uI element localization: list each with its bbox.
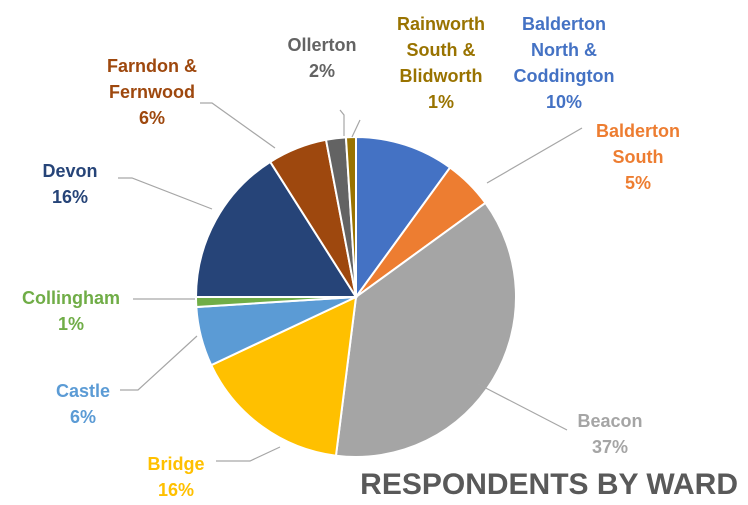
data-label-category: Balderton	[522, 14, 606, 34]
data-label-percent: 1%	[58, 314, 84, 334]
leader-line	[216, 446, 281, 462]
leader-lines	[118, 102, 583, 462]
data-label-category: Coddington	[514, 66, 615, 86]
leader-line	[339, 109, 345, 136]
data-label-category: Farndon &	[107, 56, 197, 76]
data-label-category: Ollerton	[287, 35, 356, 55]
pie-slices	[194, 135, 517, 459]
leader-line	[486, 127, 583, 184]
pie-slice	[194, 160, 358, 298]
pie-slice	[355, 135, 452, 301]
data-label-category: Balderton	[596, 121, 680, 141]
data-label-category: Bridge	[147, 454, 204, 474]
leader-line	[120, 335, 198, 391]
data-label-percent: 37%	[592, 437, 628, 457]
data-label-percent: 10%	[546, 92, 582, 112]
data-label-category: Blidworth	[400, 66, 483, 86]
data-label-category: Rainworth	[397, 14, 485, 34]
data-label-percent: 16%	[158, 480, 194, 500]
pie-slice	[209, 295, 358, 457]
data-label-percent: 16%	[52, 187, 88, 207]
data-label-category: Castle	[56, 381, 110, 401]
data-label-percent: 5%	[625, 173, 651, 193]
data-label-category: Beacon	[577, 411, 642, 431]
leader-line	[477, 383, 568, 431]
data-label-category: Devon	[42, 161, 97, 181]
data-label-category: South	[613, 147, 664, 167]
pie-slice	[334, 201, 517, 459]
pie-slice	[344, 135, 357, 298]
data-label-percent: 2%	[309, 61, 335, 81]
leader-line	[351, 119, 361, 138]
chart-title: RESPONDENTS BY WARD	[360, 468, 738, 501]
data-label-category: South &	[407, 40, 476, 60]
data-label-category: North &	[531, 40, 597, 60]
data-label-category: Collingham	[22, 288, 120, 308]
data-label-percent: 6%	[139, 108, 165, 128]
data-label-percent: 6%	[70, 407, 96, 427]
data-label-category: Fernwood	[109, 82, 195, 102]
data-label-percent: 1%	[428, 92, 454, 112]
leader-line	[118, 177, 213, 210]
leader-line	[200, 102, 276, 149]
data-labels: Balderton North & Coddington 10% Balderton So…	[22, 14, 680, 500]
